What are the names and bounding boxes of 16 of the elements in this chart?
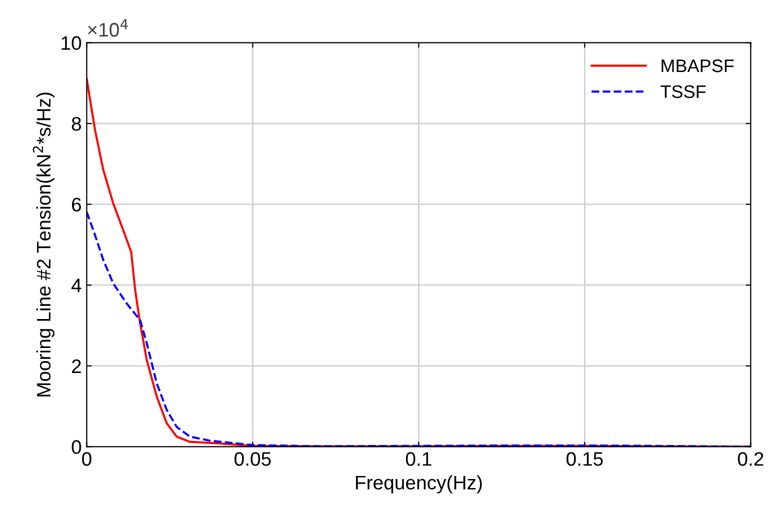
x-axis-title: Frequency(Hz) (356, 475, 482, 494)
y-tick-label: 0 (72, 440, 82, 454)
y-tick-label: 6 (72, 198, 81, 212)
x-tick-label: 0.1 (406, 452, 432, 466)
x-tick-label: 0 (82, 452, 92, 466)
text: ×10$^{4}$ (88, 19, 128, 37)
y-axis-title: Mooring Line #2 Tension(kN$^{2}$*s/Hz) (32, 92, 54, 396)
y-tick-label: 4 (71, 278, 82, 292)
y-tick-label: 2 (72, 359, 81, 373)
y-tick-label: 10 (62, 36, 82, 50)
x-tick-label: 0.15 (566, 452, 603, 466)
y-tick-label: 8 (72, 116, 81, 131)
x-tick-label: 0.05 (234, 452, 271, 466)
legend-label: TSSF (660, 85, 706, 98)
x-tick-label: 0.2 (738, 452, 764, 466)
legend-label: MBAPSF (662, 59, 734, 72)
